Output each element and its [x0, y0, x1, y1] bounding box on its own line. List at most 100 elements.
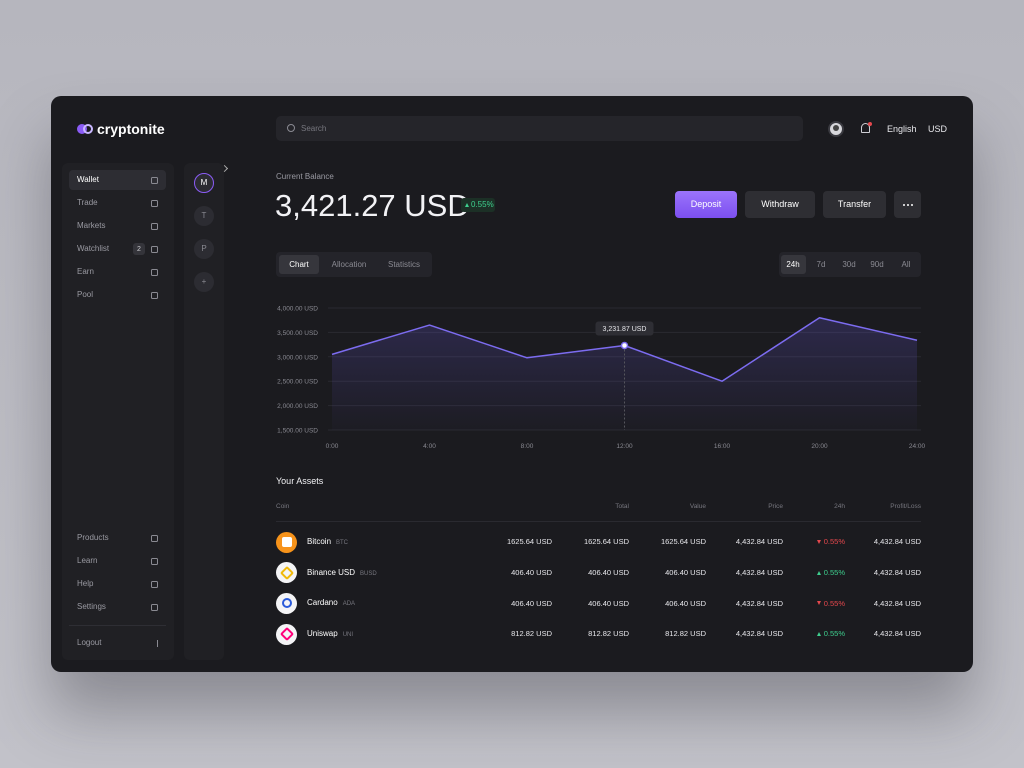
- account-column: [184, 163, 224, 660]
- range-tab[interactable]: 90d: [870, 259, 884, 269]
- nav-label[interactable]: Watchlist: [77, 244, 110, 253]
- account-initial: P: [201, 244, 207, 253]
- tab-active: [781, 255, 806, 274]
- account-initial: +: [201, 277, 207, 286]
- cell-price: 4,432.84 USD: [735, 567, 783, 577]
- coin-name-cell: Bitcoin BTC: [307, 535, 348, 549]
- nav-icon: [151, 291, 158, 299]
- nav-label[interactable]: Trade: [77, 198, 98, 207]
- range-tab[interactable]: 7d: [816, 259, 826, 269]
- change-badge: [461, 198, 495, 212]
- assets-title: Your Assets: [276, 475, 324, 486]
- avatar-head: [833, 125, 839, 131]
- nav-label[interactable]: Help: [77, 579, 94, 588]
- logout-icon: [151, 640, 158, 647]
- coin-name-cell: Uniswap UNI: [307, 627, 353, 641]
- account-initial: T: [201, 211, 207, 220]
- range-tab[interactable]: 24h: [786, 259, 800, 269]
- nav-label[interactable]: Settings: [77, 602, 106, 611]
- currency-select[interactable]: USD: [928, 123, 948, 134]
- logout[interactable]: Logout: [77, 638, 102, 647]
- cell-total: 406.40 USD: [588, 598, 629, 608]
- cell-profit: 4,432.84 USD: [873, 567, 921, 577]
- arrow-down-icon: [817, 601, 821, 606]
- nav-label[interactable]: Products: [77, 533, 109, 542]
- logo: cryptonite: [97, 121, 165, 137]
- search-placeholder: Search: [301, 124, 327, 133]
- cell-total: 406.40 USD: [588, 567, 629, 577]
- column-header: Value: [689, 502, 706, 510]
- action-button[interactable]: [823, 191, 886, 218]
- cell-value: 812.82 USD: [665, 629, 706, 639]
- action-button[interactable]: [745, 191, 815, 218]
- account-avatar[interactable]: [194, 173, 214, 193]
- nav-icon: [151, 603, 158, 611]
- more-dot: [910, 203, 913, 206]
- arrow-down-icon: [817, 540, 821, 544]
- coin-name: Bitcoin: [307, 537, 332, 546]
- nav-icon: [151, 245, 158, 253]
- range-tab[interactable]: All: [901, 259, 911, 269]
- coin-name-cell: Cardano ADA: [307, 596, 355, 610]
- nav-icon: [151, 580, 158, 588]
- nav-label[interactable]: Pool: [77, 290, 94, 299]
- cell-total: 812.82 USD: [588, 629, 629, 639]
- nav-label[interactable]: Earn: [77, 267, 94, 276]
- balance-amount: 3,421.27 USD: [275, 187, 470, 223]
- action-label: Withdraw: [761, 199, 799, 209]
- coin-icon-mark: [281, 598, 292, 609]
- notification-bell[interactable]: [861, 123, 870, 133]
- cell-price: 4,432.84 USD: [735, 537, 783, 547]
- language-select[interactable]: English: [887, 123, 917, 134]
- coin-symbol: BUSD: [360, 570, 377, 577]
- column-header: Coin: [276, 502, 290, 510]
- nav-badge-count: 2: [137, 245, 141, 253]
- logo-icon: [77, 124, 87, 134]
- view-tab[interactable]: Allocation: [331, 259, 367, 269]
- cell-change: 0.55%: [823, 598, 845, 608]
- nav-icon: [151, 268, 158, 276]
- column-header: Price: [768, 502, 783, 510]
- account-avatar[interactable]: [194, 239, 214, 259]
- nav-label[interactable]: Markets: [77, 221, 106, 230]
- cell-amount: 406.40 USD: [511, 567, 552, 577]
- cell-profit: 4,432.84 USD: [873, 537, 921, 547]
- cell-profit: 4,432.84 USD: [873, 629, 921, 639]
- account-avatar[interactable]: [194, 272, 214, 292]
- coin-name-cell: Binance USD BUSD: [307, 566, 377, 580]
- coin-icon-mark: [281, 537, 292, 547]
- action-button[interactable]: [675, 191, 737, 218]
- coin-name: Cardano: [307, 598, 338, 608]
- nav-icon: [151, 557, 158, 565]
- arrow-up-icon: [817, 632, 821, 637]
- tab-active: [279, 255, 319, 274]
- column-header: Profit/Loss: [890, 502, 921, 510]
- nav-icon: [151, 534, 158, 542]
- cell-change: 0.55%: [823, 537, 845, 547]
- search-bar[interactable]: [276, 116, 803, 141]
- coin-symbol: ADA: [342, 601, 356, 608]
- nav-icon: [151, 199, 158, 207]
- cell-amount: 1625.64 USD: [506, 537, 552, 547]
- nav-icon: [151, 222, 158, 230]
- more-dot: [902, 203, 905, 206]
- search-icon: [287, 124, 295, 132]
- cell-value: 1625.64 USD: [660, 537, 706, 547]
- cell-amount: 812.82 USD: [511, 629, 552, 639]
- nav-item-active: [69, 170, 166, 190]
- nav-icon: [151, 176, 158, 184]
- view-tab[interactable]: Statistics: [387, 259, 420, 269]
- view-tab[interactable]: Chart: [289, 259, 309, 269]
- account-avatar[interactable]: [194, 206, 214, 226]
- sidebar-divider: [69, 625, 166, 626]
- range-tab[interactable]: 30d: [842, 259, 856, 269]
- nav-label[interactable]: Learn: [77, 556, 98, 565]
- coin-symbol: BTC: [336, 540, 349, 546]
- nav-badge: [133, 243, 145, 255]
- balance-label: Current Balance: [276, 172, 334, 181]
- cell-price: 4,432.84 USD: [735, 629, 783, 639]
- nav-label[interactable]: Wallet: [77, 175, 99, 184]
- cell-value: 406.40 USD: [665, 598, 706, 608]
